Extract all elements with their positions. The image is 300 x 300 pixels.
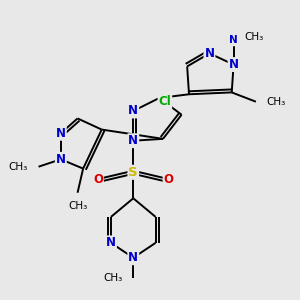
Text: CH₃: CH₃ <box>68 201 87 211</box>
Text: N: N <box>128 134 138 147</box>
Text: N: N <box>56 153 66 166</box>
Text: N: N <box>128 251 138 264</box>
Text: N: N <box>106 236 116 249</box>
Text: N: N <box>204 47 214 60</box>
Text: N: N <box>229 58 238 71</box>
Text: CH₃: CH₃ <box>103 273 122 283</box>
Text: O: O <box>93 173 103 186</box>
Text: O: O <box>164 173 174 186</box>
Text: CH₃: CH₃ <box>267 97 286 107</box>
Text: CH₃: CH₃ <box>244 32 264 42</box>
Text: N: N <box>229 35 238 45</box>
Text: N: N <box>128 104 138 118</box>
Text: CH₃: CH₃ <box>8 162 28 172</box>
Text: Cl: Cl <box>158 95 171 108</box>
Text: N: N <box>56 127 66 140</box>
Text: S: S <box>128 166 138 179</box>
